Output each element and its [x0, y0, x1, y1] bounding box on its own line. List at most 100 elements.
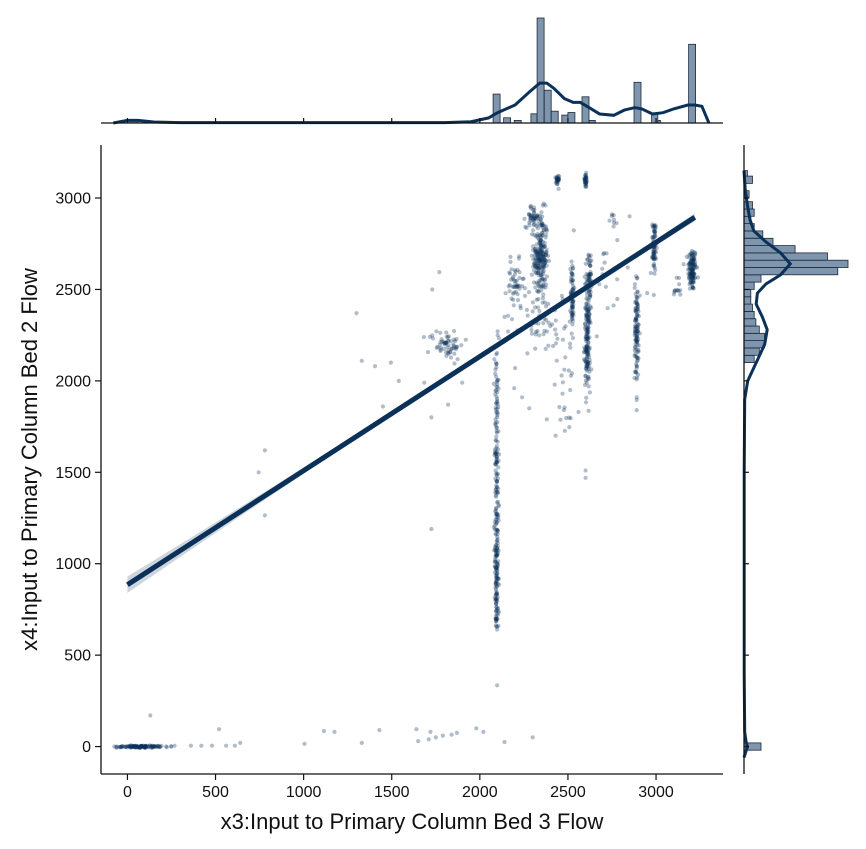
scatter-point [651, 249, 656, 254]
scatter-point [495, 565, 500, 570]
scatter-point [380, 404, 385, 409]
scatter-point [562, 326, 567, 331]
scatter-point [494, 552, 499, 558]
scatter-point [586, 288, 591, 293]
scatter-point [634, 364, 640, 369]
scatter-point [583, 322, 588, 327]
scatter-point [494, 455, 499, 460]
scatter-point [533, 249, 538, 254]
scatter-point [691, 259, 696, 264]
scatter-point [515, 298, 521, 303]
x-tick-label: 3000 [638, 784, 674, 801]
scatter-point [514, 283, 520, 288]
scatter-point [689, 279, 694, 284]
scatter-point [561, 407, 567, 413]
scatter-point [453, 345, 458, 350]
scatter-point [451, 346, 456, 351]
scatter-point [585, 297, 590, 302]
scatter-point [522, 286, 528, 291]
scatter-point [588, 293, 593, 298]
y-marginal-bar [743, 281, 755, 290]
scatter-point [634, 308, 639, 313]
scatter-point [650, 222, 655, 227]
scatter-point [493, 623, 498, 628]
scatter-point [652, 233, 657, 238]
scatter-point [556, 177, 561, 183]
scatter-point [553, 433, 558, 438]
scatter-point [494, 601, 499, 606]
scatter-point [495, 512, 500, 517]
scatter-point [689, 271, 694, 276]
scatter-point [584, 176, 589, 181]
scatter-point [438, 340, 443, 345]
scatter-point [494, 624, 499, 629]
scatter-point [584, 175, 589, 180]
scatter-point [444, 350, 449, 355]
scatter-point [556, 179, 561, 184]
scatter-point [541, 266, 546, 271]
scatter-point [567, 319, 572, 324]
scatter-point [493, 544, 498, 550]
scatter-point [633, 316, 638, 321]
scatter-point [523, 224, 528, 229]
scatter-point [554, 358, 559, 363]
scatter-point [534, 280, 539, 285]
scatter-point [636, 322, 641, 327]
scatter-point [614, 221, 619, 226]
scatter-point [493, 616, 498, 621]
scatter-point [127, 744, 132, 749]
scatter-point [691, 279, 696, 284]
scatter-point [443, 340, 448, 345]
scatter-point [570, 271, 575, 276]
scatter-point [493, 596, 498, 602]
scatter-point [587, 295, 593, 300]
scatter-point [496, 609, 501, 614]
scatter-point [495, 538, 500, 543]
scatter-point [530, 300, 536, 305]
scatter-point [495, 528, 500, 533]
scatter-point [653, 224, 658, 229]
scatter-point [587, 369, 592, 374]
scatter-point [511, 278, 517, 283]
scatter-point [495, 499, 501, 504]
scatter-point [494, 597, 499, 602]
scatter-point [493, 546, 498, 551]
scatter-point [494, 554, 499, 559]
scatter-point [634, 359, 639, 364]
scatter-point [496, 610, 501, 615]
scatter-point [651, 252, 657, 257]
scatter-point [585, 349, 590, 354]
scatter-point [587, 312, 592, 317]
scatter-point [633, 316, 639, 321]
scatter-point [124, 744, 129, 749]
scatter-point [651, 292, 656, 298]
scatter-point [502, 739, 507, 745]
scatter-point [460, 380, 465, 385]
scatter-point [540, 223, 545, 228]
scatter-point [544, 227, 549, 232]
scatter-point [545, 253, 551, 258]
scatter-point [127, 744, 132, 749]
scatter-point [571, 283, 576, 289]
scatter-point [586, 329, 591, 334]
scatter-point [132, 744, 137, 749]
scatter-point [585, 335, 590, 340]
scatter-point [538, 288, 544, 293]
scatter-point [139, 744, 144, 749]
scatter-point [494, 379, 499, 384]
scatter-point [321, 728, 326, 734]
scatter-point [587, 260, 592, 265]
scatter-point [537, 308, 542, 314]
scatter-point [532, 262, 537, 267]
scatter-point [570, 278, 575, 283]
scatter-point [554, 176, 559, 182]
scatter-point [583, 316, 589, 321]
scatter-point [539, 275, 544, 280]
scatter-point [533, 305, 538, 310]
scatter-point [438, 347, 443, 352]
scatter-point [652, 231, 657, 236]
scatter-point [494, 394, 499, 399]
scatter-point [570, 311, 575, 316]
scatter-point [653, 256, 658, 261]
scatter-point [583, 306, 588, 311]
